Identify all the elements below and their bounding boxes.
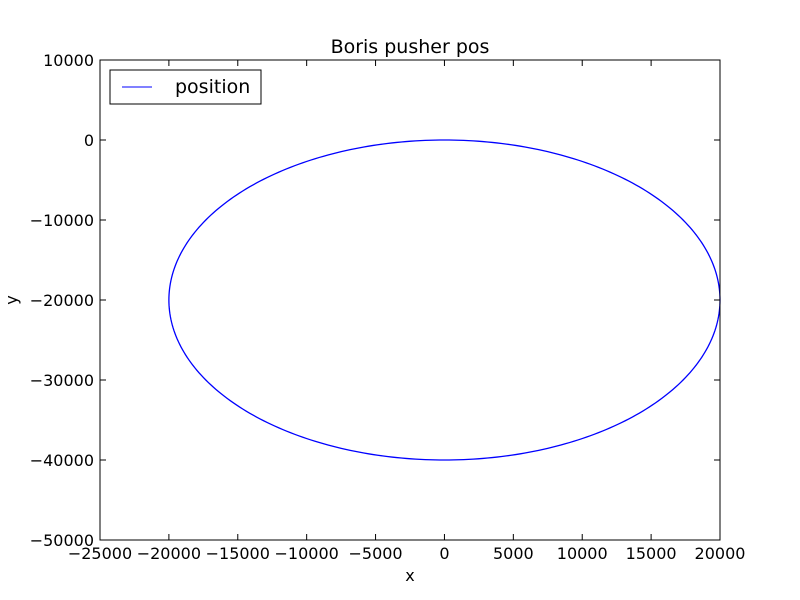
chart-title: Boris pusher pos bbox=[331, 36, 490, 58]
y-axis-label: y bbox=[2, 295, 21, 304]
x-axis-ticks: −25000 −20000 −15000 −10000 −5000 0 5000 10000 1… bbox=[68, 60, 746, 563]
x-tick-label: 0 bbox=[439, 544, 449, 563]
x-tick-label: −10000 bbox=[275, 544, 339, 563]
y-tick-label: 0 bbox=[84, 131, 94, 150]
y-tick-label: −40000 bbox=[30, 451, 94, 470]
legend: position bbox=[109, 69, 262, 105]
x-tick-label: 10000 bbox=[557, 544, 608, 563]
x-tick-label: −15000 bbox=[206, 544, 270, 563]
x-axis-label: x bbox=[405, 566, 414, 585]
series-line-position bbox=[168, 139, 721, 461]
axes-frame bbox=[99, 59, 721, 541]
x-tick-label: 15000 bbox=[626, 544, 677, 563]
x-tick-label: −20000 bbox=[137, 544, 201, 563]
x-tick-label: −5000 bbox=[348, 544, 402, 563]
y-tick-label: −50000 bbox=[30, 531, 94, 550]
y-axis-ticks: 10000 0 −10000 −20000 −30000 −40000 −50000 bbox=[30, 51, 720, 550]
x-tick-label: 20000 bbox=[695, 544, 746, 563]
x-tick-label: −25000 bbox=[68, 544, 132, 563]
x-tick-label: 5000 bbox=[493, 544, 534, 563]
y-tick-label: 10000 bbox=[43, 51, 94, 70]
y-tick-label: −10000 bbox=[30, 211, 94, 230]
y-tick-label: −20000 bbox=[30, 291, 94, 310]
y-tick-label: −30000 bbox=[30, 371, 94, 390]
legend-label-position: position bbox=[175, 76, 250, 98]
plot-area bbox=[168, 139, 721, 461]
